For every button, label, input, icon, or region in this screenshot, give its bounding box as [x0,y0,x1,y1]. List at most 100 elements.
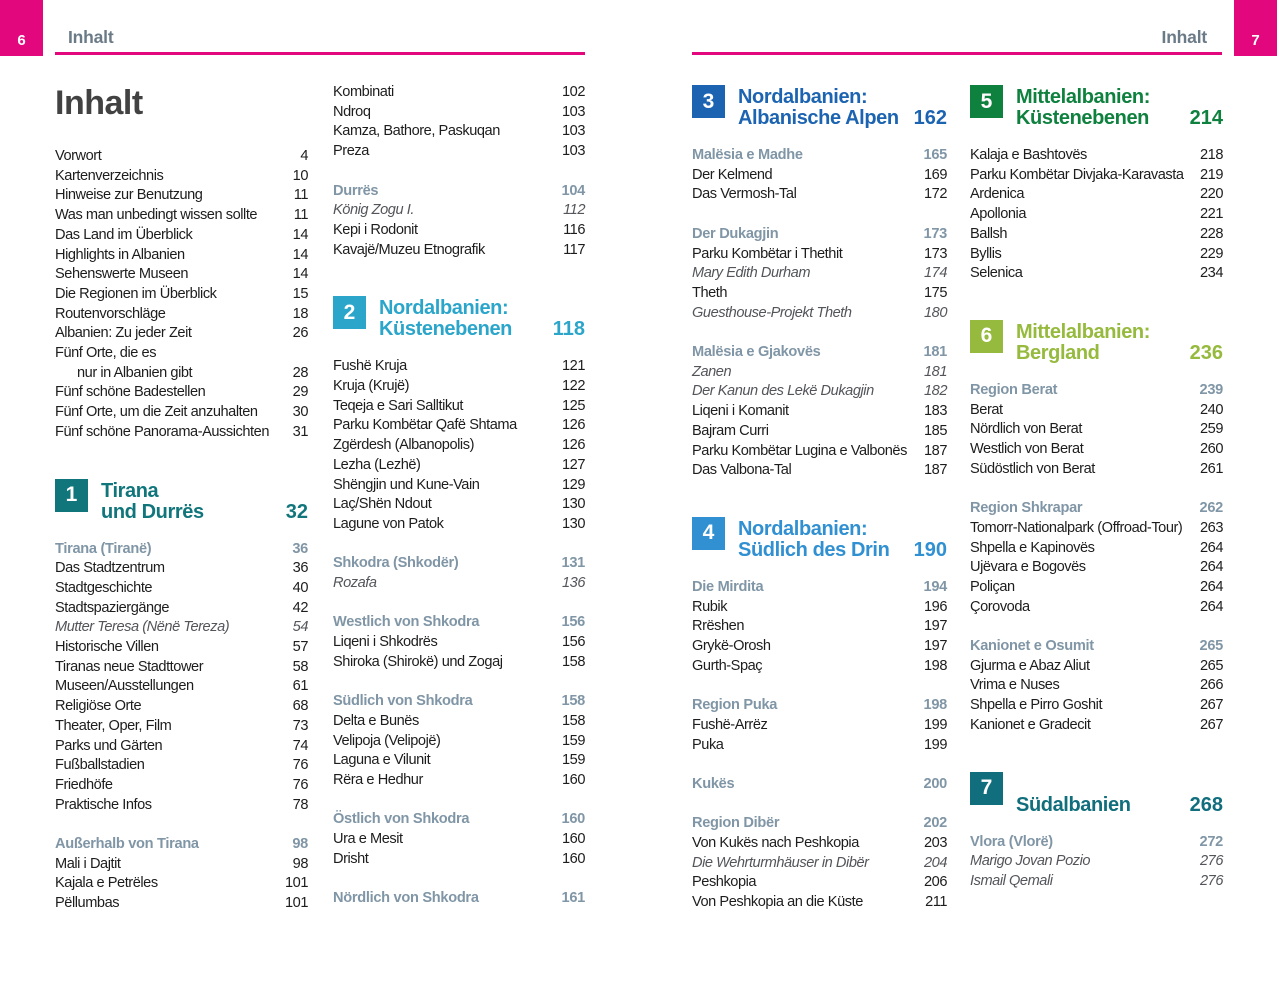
entry-label: Rëra e Hedhur [333,772,423,789]
section-number-badge: 4 [692,516,725,550]
entry-page-number: 200 [923,775,948,792]
toc-entry: Von Peshkopia an die Küste 211 [692,893,947,913]
toc-column-1: Inhalt Vorwort 4 Kartenverzeichnis 10 Hinwei… [55,83,308,914]
entry-label: Kanionet e Osumit [970,638,1094,655]
entry-page-number: 174 [924,265,947,282]
entry-label: Hinweise zur Benutzung [55,187,203,204]
entry-label: Theth [692,284,728,301]
entry-label: Ardenica [970,186,1024,203]
entry-page-number: 239 [1199,381,1224,398]
entry-label: Berat [970,401,1003,418]
entry-page-number: 267 [1200,697,1223,714]
section-page-number: 118 [552,318,585,341]
entry-label: Vorwort [55,148,102,164]
entry-page-number: 31 [292,423,309,440]
entry-label: Nördlich von Shkodra [333,890,479,907]
entry-page-number: 11 [293,207,309,224]
entry-page-number: 160 [561,811,586,828]
toc-entry: Marigo Jovan Pozio 276 [970,852,1223,872]
toc-entry: Die Regionen im Überblick 15 [55,285,308,305]
toc-entry: Was man unbedingt wissen sollte 11 [55,206,308,226]
section-page-number: 32 [285,500,308,523]
entry-page-number: 198 [923,697,948,714]
entry-page-number: 199 [924,716,947,733]
entry-label: Westlich von Shkodra [333,614,480,631]
entry-page-number: 218 [1200,147,1223,163]
entry-page-number: 264 [1200,539,1223,556]
entry-page-number: 42 [292,599,309,616]
spacer [333,791,585,811]
entry-page-number: 229 [1200,245,1223,262]
entry-page-number: 156 [561,614,586,631]
entry-page-number: 40 [292,579,309,596]
entry-label: Östlich von Shkodra [333,811,470,828]
toc-entry: Mali i Dajtit 98 [55,855,308,875]
toc-subheading: Malësia e Gjakovës 181 [692,343,947,363]
toc-subheading: Region Dibër 202 [692,814,947,834]
entry-page-number: 261 [1200,460,1223,477]
toc-subheading: Durrës 104 [333,182,585,202]
toc-subheading: Westlich von Shkodra 156 [333,613,585,633]
section-title-line: Küstenebenen [379,318,513,341]
entry-label: Kanionet e Gradecit [970,716,1091,733]
entry-page-number: 181 [923,344,948,360]
toc-entry: Fünf Orte, um die Zeit anzuhalten 30 [55,403,308,423]
entry-page-number: 211 [925,894,947,911]
entry-page-number: 15 [292,285,309,302]
toc-entry: Routenvorschläge 18 [55,305,308,325]
toc-entry: Religiöse Orte 68 [55,697,308,717]
spacer [692,323,947,343]
toc-subheading: Tirana (Tiranë) 36 [55,540,308,560]
entry-label: Kamza, Bathore, Paskuqan [333,123,500,140]
entry-label: Kruja (Krujë) [333,378,410,395]
entry-label: Fünf schöne Badestellen [55,384,206,401]
toc-entry: Der Kelmend 169 [692,166,947,186]
entry-label: Highlights in Albanien [55,246,185,263]
section-title-line: Mittelalbanien: [1016,86,1151,108]
entry-label: Laguna e Vilunit [333,752,431,769]
entry-label: Südöstlich von Berat [970,460,1095,477]
toc-entry: Kalaja e Bashtovës 218 [970,146,1223,166]
entry-page-number: 14 [292,226,309,243]
section-heading-5: 5 Mittelalbanien: Küstenebenen 214 [970,85,1223,129]
entry-label: Velipoja (Velipojë) [333,732,441,749]
entry-page-number: 194 [923,578,948,595]
spacer [692,205,947,225]
entry-label: Tirana (Tiranë) [55,540,152,557]
entry-page-number: 74 [292,737,309,754]
entry-page-number: 272 [1199,833,1224,850]
entry-label: Drisht [333,850,369,867]
entry-label: Region Shkrapar [970,500,1083,517]
entry-label: Die Mirdita [692,578,764,595]
toc-entry: Puka 199 [692,736,947,756]
toc-entry: Ballsh 228 [970,225,1223,245]
entry-label: Kajala e Petrëles [55,875,158,892]
toc-entry: Shpella e Kapinovës 264 [970,539,1223,559]
entry-page-number: 263 [1200,519,1223,536]
entry-page-number: 78 [292,796,309,813]
section-title-line: Bergland [1016,341,1100,364]
section-title: Nordalbanien: Küstenebenen [379,296,545,340]
entry-label: Lezha (Lezhë) [333,456,421,473]
entry-page-number: 57 [292,639,309,656]
section-heading-2: 2 Nordalbanien: Küstenebenen 118 [333,296,585,340]
entry-label: Teqeja e Sari Salltikut [333,397,463,414]
entry-page-number: 219 [1200,166,1223,183]
toc-entry: Zgërdesh (Albanopolis) 126 [333,436,585,456]
header-rule-left [55,52,585,55]
entry-page-number: 158 [562,653,585,670]
entry-label: Malësia e Madhe [692,147,803,163]
entry-page-number: 131 [561,555,586,572]
entry-page-number: 102 [562,84,585,100]
section-title: Nordalbanien: Südlich des Drin [738,517,906,561]
entry-page-number: 221 [1200,206,1223,223]
entry-page-number: 103 [562,143,585,160]
entry-label: Vrima e Nuses [970,677,1060,694]
entry-label: Das Land im Überblick [55,226,193,243]
toc-subheading: Nördlich von Shkodra 161 [333,889,585,909]
section-title: Mittelalbanien: Küstenebenen [1016,85,1182,129]
entry-label: Nördlich von Berat [970,421,1082,438]
section-page-number: 162 [913,107,947,129]
entry-page-number: 165 [923,147,948,163]
entry-label: Byllis [970,245,1002,262]
